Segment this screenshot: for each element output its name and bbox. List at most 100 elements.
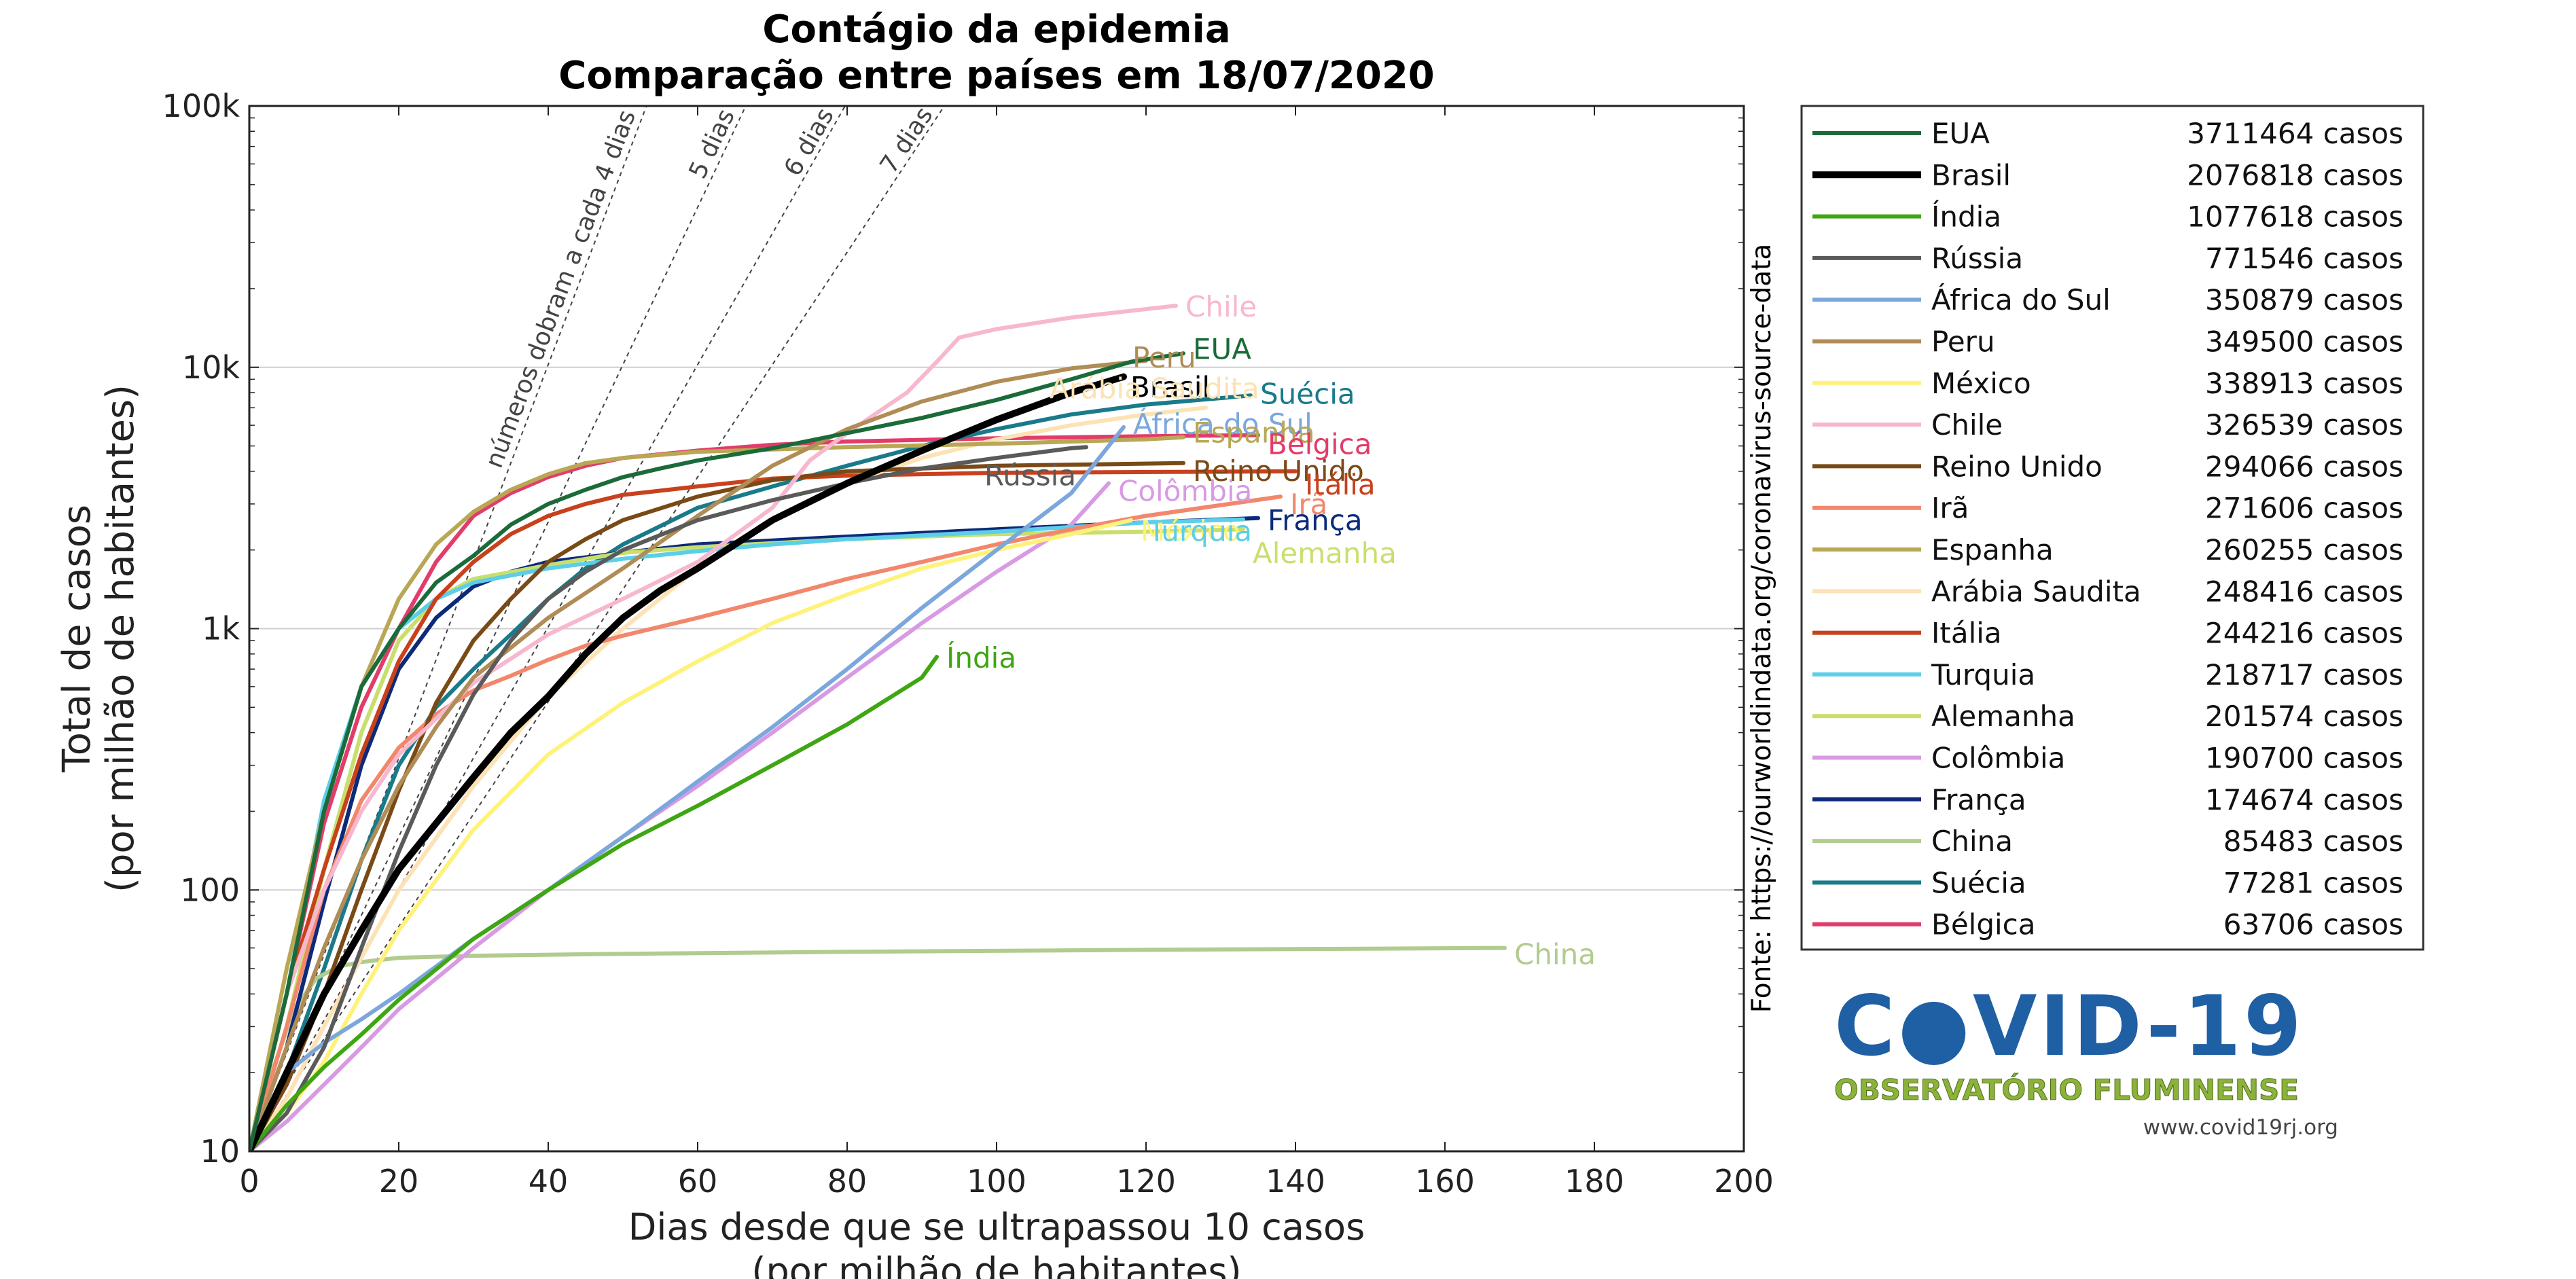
series-line-6 — [249, 518, 1133, 1151]
series-line-14 — [249, 527, 1245, 1151]
x-tick-label-5: 100 — [967, 1163, 1026, 1200]
legend-count-2: 1077618 casos — [2187, 200, 2403, 234]
legend-count-18: 77281 casos — [2223, 866, 2403, 899]
legend-name-17: China — [1931, 825, 2013, 858]
legend-count-17: 85483 casos — [2223, 825, 2403, 858]
legend-count-16: 174674 casos — [2205, 783, 2403, 816]
doubling-line-0 — [249, 106, 647, 1151]
x-tick-label-7: 140 — [1266, 1163, 1325, 1200]
series-line-5 — [249, 359, 1148, 1151]
legend-count-12: 244216 casos — [2205, 617, 2403, 650]
y-tick-label-0: 10 — [200, 1133, 240, 1170]
legend-name-5: Peru — [1931, 325, 1995, 359]
series-lines — [249, 304, 1507, 1151]
doubling-label-2: 6 dias — [779, 103, 840, 181]
series-label-4: África do Sul — [1133, 407, 1312, 441]
series-label-10: Espanha — [1193, 416, 1315, 450]
legend-name-3: Rússia — [1931, 242, 2023, 275]
legend-name-6: México — [1931, 367, 2031, 400]
chart-subtitle: Comparação entre países em 18/07/2020 — [558, 54, 1435, 98]
x-tick-label-4: 80 — [827, 1163, 867, 1200]
series-label-11: Arábia Saudita — [1050, 372, 1259, 405]
series-label-15: Colômbia — [1118, 474, 1252, 507]
legend-count-14: 201574 casos — [2205, 700, 2403, 733]
series-line-18 — [249, 393, 1253, 1151]
legend-count-15: 190700 casos — [2205, 742, 2403, 775]
legend-count-0: 3711464 casos — [2187, 117, 2403, 150]
legend-name-14: Alemanha — [1931, 700, 2075, 733]
series-label-0: EUA — [1193, 332, 1251, 365]
legend-name-7: Chile — [1931, 408, 2003, 442]
x-tick-label-10: 200 — [1714, 1163, 1774, 1200]
legend-count-1: 2076818 casos — [2187, 158, 2403, 192]
legend-count-10: 260255 casos — [2205, 533, 2403, 566]
legend: EUA 3711464 casos Brasil 2076818 casos Índia… — [1812, 117, 2403, 941]
series-label-5: Peru — [1132, 341, 1196, 374]
legend-name-2: Índia — [1931, 200, 2001, 234]
series-line-19 — [249, 433, 1260, 1151]
axis-ticks: 0 20 40 60 80 100 120 140 160 180 200 10 100 1k 10k 100… — [162, 88, 1774, 1200]
doubling-label-3: 7 dias — [875, 102, 939, 179]
series-label-9: Irã — [1290, 488, 1327, 521]
series-label-6: México — [1141, 514, 1240, 547]
series-label-3: Rússia — [984, 458, 1076, 492]
legend-count-9: 271606 casos — [2205, 492, 2403, 525]
legend-count-13: 218717 casos — [2205, 658, 2403, 691]
legend-count-6: 338913 casos — [2205, 367, 2403, 400]
logo-title: C●VID-19 — [1834, 978, 2304, 1075]
series-label-13: Turquia — [1147, 515, 1252, 548]
legend-count-4: 350879 casos — [2205, 283, 2403, 317]
series-label-2: Índia — [946, 641, 1016, 674]
legend-name-11: Arábia Saudita — [1931, 575, 2141, 608]
series-label-8: Reino Unido — [1193, 454, 1364, 488]
series-line-8 — [249, 461, 1185, 1151]
covid19-logo: C●VID-19 OBSERVATÓRIO FLUMINENSE www.cov… — [1834, 985, 2350, 1148]
x-tick-label-1: 20 — [379, 1163, 419, 1200]
y-tick-label-3: 10k — [182, 349, 240, 386]
series-label-14: Alemanha — [1253, 537, 1397, 570]
y-tick-label-2: 1k — [202, 611, 240, 647]
series-label-12: Itália — [1305, 468, 1376, 501]
doubling-label-1: 5 dias — [684, 105, 740, 183]
series-label-16: França — [1268, 504, 1363, 537]
y-tick-label-1: 100 — [180, 871, 240, 908]
legend-count-7: 326539 casos — [2205, 408, 2403, 442]
series-label-19: Bélgica — [1268, 428, 1372, 461]
chart-title: Contágio da epidemia — [762, 7, 1230, 52]
legend-name-18: Suécia — [1931, 866, 2026, 899]
legend-name-15: Colômbia — [1931, 742, 2065, 775]
series-label-18: Suécia — [1260, 377, 1355, 410]
x-tick-label-6: 120 — [1116, 1163, 1176, 1200]
y-tick-label-4: 100k — [162, 88, 240, 124]
series-line-7 — [249, 304, 1178, 1151]
series-label-7: Chile — [1185, 290, 1257, 323]
doubling-line-2 — [249, 106, 846, 1151]
legend-name-1: Brasil — [1931, 158, 2011, 192]
x-tick-label-2: 40 — [529, 1163, 569, 1200]
doubling-label-0: números dobram a cada 4 dias — [480, 107, 641, 472]
series-line-3 — [249, 445, 1088, 1151]
x-axis-label-2: (por milhão de habitantes) — [751, 1250, 1241, 1279]
series-line-1 — [249, 373, 1127, 1151]
legend-name-19: Bélgica — [1931, 908, 2035, 941]
legend-name-0: EUA — [1931, 117, 1990, 150]
legend-name-16: França — [1931, 783, 2026, 816]
logo-url: www.covid19rj.org — [2143, 1115, 2338, 1140]
series-label-17: China — [1514, 938, 1596, 971]
legend-name-12: Itália — [1931, 617, 2002, 650]
series-line-16 — [249, 516, 1260, 1151]
legend-name-13: Turquia — [1931, 658, 2035, 691]
grid — [249, 366, 1744, 891]
doubling-line-1 — [249, 106, 747, 1151]
series-labels: EUA Brasil Índia Rússia África do Sul Peru Méx… — [946, 290, 1596, 971]
series-line-2 — [249, 655, 939, 1151]
doubling-lines — [249, 106, 945, 1151]
series-line-13 — [249, 517, 1245, 1151]
series-line-12 — [249, 469, 1298, 1151]
legend-box — [1800, 105, 2425, 951]
logo-subtitle: OBSERVATÓRIO FLUMINENSE — [1834, 1073, 2300, 1106]
legend-name-8: Reino Unido — [1931, 450, 2103, 483]
legend-name-9: Irã — [1931, 492, 1969, 525]
legend-count-19: 63706 casos — [2223, 908, 2403, 941]
